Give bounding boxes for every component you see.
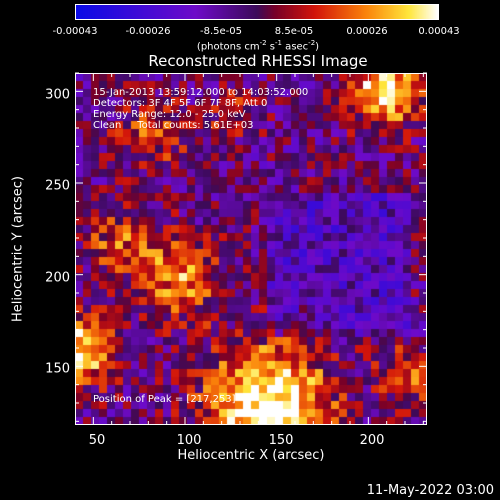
axes-frame [75,72,427,425]
x-tick-label: 100 [176,433,202,448]
colorbar-tick: 8.5e-05 [274,26,314,37]
x-tick-label: 50 [88,433,106,448]
y-tick-label: 250 [45,178,70,194]
y-tick-label: 200 [45,270,70,286]
x-tick-label: 150 [268,433,294,448]
colorbar-gradient [75,4,439,20]
x-axis-label: Heliocentric X (arcsec) [177,448,325,463]
y-tick-label: 300 [45,87,70,103]
plot-area: 15-Jan-2013 13:59:12.000 to 14:03:52.000… [75,72,427,425]
heatmap-image [75,73,427,425]
y-axis-label: Heliocentric Y (arcsec) [10,176,26,322]
footer-timestamp: 11-May-2022 03:00 [366,483,494,498]
colorbar-tick: 0.00043 [418,26,460,37]
y-tick-label: 150 [45,361,70,377]
annotation-peak-position: Position of Peak = [217,253] [93,394,236,405]
colorbar-tick: -8.5e-05 [200,26,242,37]
annotation-time-range: 15-Jan-2013 13:59:12.000 to 14:03:52.000 [93,87,309,98]
plot-frame [75,73,427,425]
annotation-detectors: Detectors: 3F 4F 5F 6F 7F 8F, Att 0 [93,98,268,109]
annotation-clean-counts: Clean Total counts: 5.61E+03 [93,120,254,131]
annotation-energy-range: Energy Range: 12.0 - 25.0 keV [93,109,246,120]
colorbar-tick: -0.00026 [125,26,171,37]
colorbar-units: (photons cm-2 s-1 asec-2) [196,39,320,53]
colorbar-tick: 0.00026 [346,26,388,37]
chart-title: Reconstructed RHESSI Image [148,52,368,70]
x-tick-label: 200 [359,433,385,448]
colorbar-tick: -0.00043 [52,26,98,37]
